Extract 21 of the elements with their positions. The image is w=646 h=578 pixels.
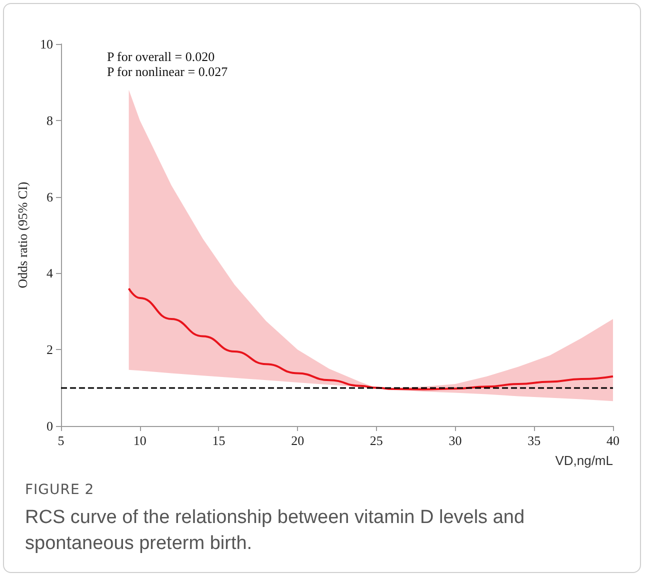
x-tick-label: 5 [58, 433, 64, 448]
x-tick-label: 20 [291, 433, 304, 448]
x-tick-label: 30 [448, 433, 462, 448]
x-tick-label: 40 [606, 433, 620, 448]
text: RCS curve of the relationship between vitamin D levels and spontaneous preterm birth. [25, 506, 526, 556]
y-tick-label: 2 [46, 342, 53, 358]
y-axis-title: Odds ratio (95% CI) [15, 182, 30, 288]
y-tick-label: 4 [46, 266, 54, 281]
y-tick-label: 10 [40, 36, 53, 52]
x-axis-title: VD,ng/mL [555, 453, 613, 468]
annotation: P for overall = 0.020 [107, 49, 215, 64]
x-tick-label: 35 [528, 433, 541, 448]
y-tick-label: 6 [46, 189, 54, 204]
annotation: P for nonlinear = 0.027 [107, 64, 228, 79]
y-tick-label: 8 [46, 112, 53, 128]
x-tick-label: 15 [212, 433, 226, 448]
x-tick-label: 10 [133, 433, 146, 448]
line-series [128, 287, 614, 390]
text: FIGURE 2 [25, 482, 94, 498]
y-tick-label: 0 [46, 418, 53, 434]
x-tick-label: 25 [370, 433, 383, 448]
